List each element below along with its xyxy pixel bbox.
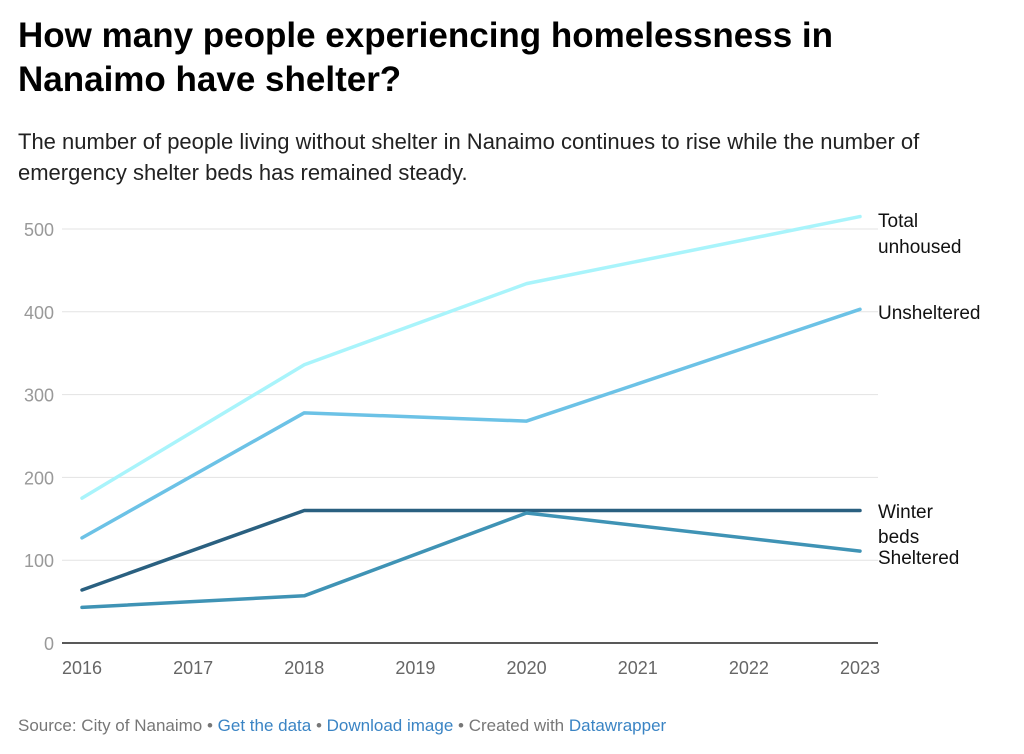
get-data-link[interactable]: Get the data — [217, 716, 312, 735]
y-tick-label: 500 — [24, 220, 54, 240]
series-line-winter-beds — [80, 508, 862, 592]
series-label: Sheltered — [878, 548, 959, 569]
y-tick-label: 100 — [24, 551, 54, 571]
separator: • — [311, 716, 327, 735]
series-label: Total — [878, 211, 918, 232]
x-tick-label: 2023 — [840, 658, 880, 678]
series-line-sheltered — [80, 511, 862, 610]
y-tick-label: 200 — [24, 468, 54, 488]
download-image-link[interactable]: Download image — [326, 716, 454, 735]
x-tick-label: 2021 — [618, 658, 658, 678]
series-label: beds — [878, 527, 919, 548]
x-tick-label: 2020 — [507, 658, 547, 678]
x-tick-label: 2018 — [284, 658, 324, 678]
x-tick-label: 2019 — [395, 658, 435, 678]
x-tick-label: 2016 — [62, 658, 102, 678]
y-tick-label: 400 — [24, 303, 54, 323]
created-with-text: Created with — [468, 716, 569, 735]
series-line-unsheltered — [80, 307, 862, 540]
x-tick-label: 2017 — [173, 658, 213, 678]
chart-subtitle: The number of people living without shel… — [18, 129, 920, 185]
series-label: Winter — [878, 502, 934, 523]
datawrapper-link[interactable]: Datawrapper — [568, 716, 667, 735]
separator: • — [453, 716, 469, 735]
y-tick-label: 0 — [44, 634, 54, 654]
series-label: unhoused — [878, 237, 961, 258]
x-tick-label: 2022 — [729, 658, 769, 678]
source-text: Source: City of Nanaimo — [18, 716, 203, 735]
y-tick-label: 300 — [24, 386, 54, 406]
separator: • — [202, 716, 218, 735]
chart-title: How many people experiencing homelessnes… — [18, 16, 833, 99]
series-label: Unsheltered — [878, 303, 980, 324]
series-line-total-unhoused — [80, 214, 862, 500]
footer: Source: City of Nanaimo • Get the data •… — [18, 716, 666, 736]
